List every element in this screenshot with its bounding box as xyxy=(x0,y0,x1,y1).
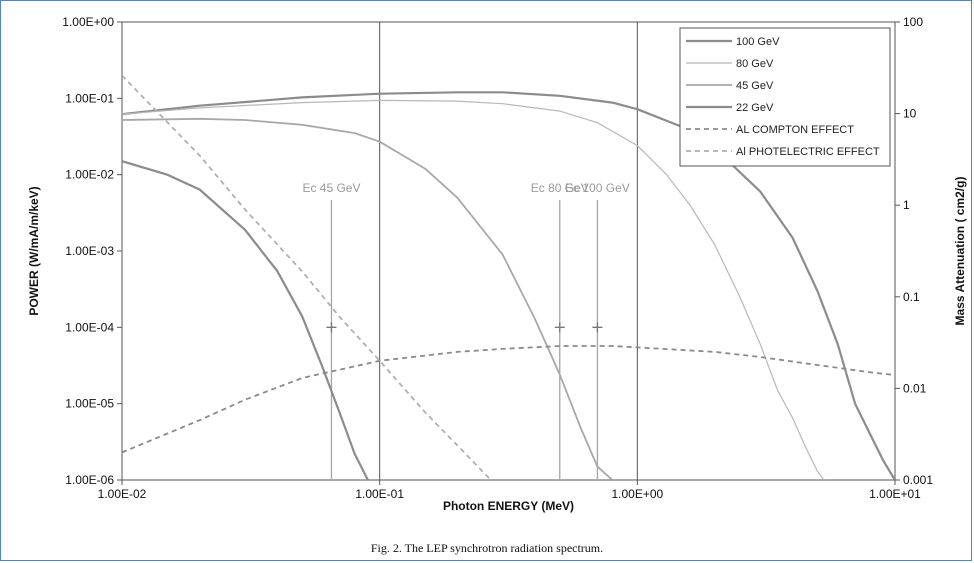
data-marker xyxy=(326,322,337,333)
series-line xyxy=(122,99,825,480)
y-tick-label: 1.00E-03 xyxy=(65,244,114,258)
y2-tick-label: 0.1 xyxy=(903,290,920,304)
y2-tick-label: 0.01 xyxy=(903,381,927,395)
series-line xyxy=(122,160,369,480)
legend-label: 22 GeV xyxy=(736,102,774,114)
critical-energy-label: Ec 100 GeV xyxy=(565,181,630,195)
legend-label: 80 GeV xyxy=(736,58,774,70)
y-axis-label: POWER (W/mA/m/keV) xyxy=(27,186,41,315)
y2-tick-label: 10 xyxy=(903,107,917,121)
y2-tick-label: 0.001 xyxy=(903,473,933,487)
x-axis-label: Photon ENERGY (MeV) xyxy=(443,499,574,513)
y-tick-label: 1.00E-04 xyxy=(65,320,114,334)
critical-energy-label: Ec 45 GeV xyxy=(302,181,360,195)
x-tick-label: 1.00E-02 xyxy=(98,487,147,501)
data-marker xyxy=(592,322,603,333)
y-tick-label: 1.00E-05 xyxy=(65,397,114,411)
figure-caption: Fig. 2. The LEP synchrotron radiation sp… xyxy=(370,541,604,555)
series-line xyxy=(122,345,895,454)
legend-label: 100 GeV xyxy=(736,36,780,48)
x-tick-label: 1.00E-01 xyxy=(355,487,404,501)
legend-label: Al PHOTELECTRIC EFFECT xyxy=(736,146,880,158)
legend-label: 45 GeV xyxy=(736,80,774,92)
data-marker xyxy=(554,322,565,333)
y-tick-label: 1.00E-02 xyxy=(65,168,114,182)
y2-tick-label: 1 xyxy=(903,198,910,212)
y2-tick-label: 100 xyxy=(903,15,923,29)
series-line xyxy=(122,117,613,480)
x-tick-label: 1.00E+01 xyxy=(869,487,921,501)
legend-box xyxy=(679,27,891,167)
y2-axis-label: Mass Attenuation ( cm2/g) xyxy=(953,177,967,326)
series-line xyxy=(122,74,492,480)
legend-label: AL COMPTON EFFECT xyxy=(736,124,854,136)
y-tick-label: 1.00E-06 xyxy=(65,473,114,487)
y-tick-label: 1.00E+00 xyxy=(62,15,114,29)
x-tick-label: 1.00E+00 xyxy=(611,487,663,501)
critical-energy-label: Ec 80 GeV xyxy=(531,181,589,195)
y-tick-label: 1.00E-01 xyxy=(65,91,114,105)
